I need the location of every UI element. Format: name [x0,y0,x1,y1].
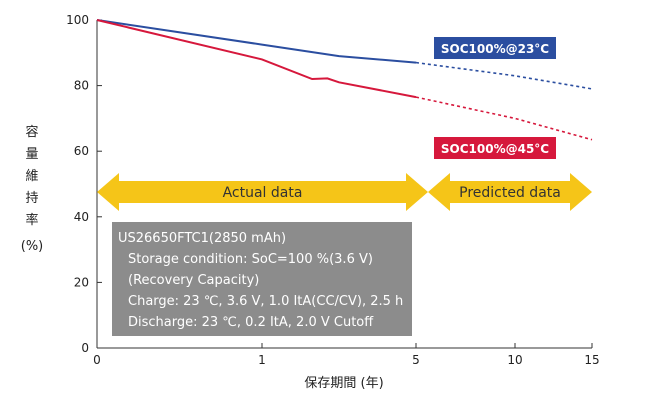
series-0-label-box [434,37,556,59]
series-0-label: SOC100%@23°C [441,42,549,56]
x-tick-label: 0 [93,353,101,367]
series-1-label: SOC100%@45°C [441,142,549,156]
y-tick-label: 60 [74,144,89,158]
series-1-predicted-line [415,96,593,141]
data-range-arrows: Actual data Predicted data [97,173,592,211]
series-1-actual-line [96,19,417,99]
series-labels: SOC100%@23°C SOC100%@45°C [434,37,556,159]
x-tick-label: 10 [507,353,522,367]
predicted-data-label: Predicted data [459,185,561,201]
series-1-label-box [434,137,556,159]
actual-data-label: Actual data [223,185,303,201]
y-axis-title-char: 率 [25,212,38,228]
y-axis-title-char: 量 [25,147,38,162]
info-box-background [112,222,412,336]
test-conditions-box: US26650FTC1(2850 mAh) Storage condition: … [112,222,412,336]
info-line: (Recovery Capacity) [128,273,259,288]
x-axis-title: 保存期間 (年) [304,376,383,391]
info-line: Storage condition: SoC=100 %(3.6 V) [128,252,373,267]
axes [96,20,592,349]
y-axis-title-char: 容 [25,124,38,140]
y-tick-label: 20 [74,275,89,289]
y-tick-label: 0 [81,341,89,355]
actual-data-arrow [97,173,428,211]
info-line: Discharge: 23 ℃, 0.2 ItA, 2.0 V Cutoff [128,315,374,330]
x-tick-label: 5 [412,353,420,367]
series-0-predicted-line [415,61,593,90]
y-tick-label: 100 [66,13,89,27]
y-tick-label: 40 [74,210,89,224]
predicted-data-arrow [428,173,592,211]
x-ticks: 0 1 5 10 15 [93,343,600,367]
y-axis-title-char: 維 [25,169,38,184]
info-line: US26650FTC1(2850 mAh) [118,231,286,246]
x-tick-label: 1 [258,353,266,367]
y-axis-unit: (%) [21,239,44,254]
x-tick-label: 15 [584,353,599,367]
y-tick-label: 80 [74,79,89,93]
series-0-actual-line [96,19,417,64]
y-ticks: 0 20 40 60 80 100 [66,13,102,355]
series-lines [96,19,593,141]
info-line: Charge: 23 ℃, 3.6 V, 1.0 ItA(CC/CV), 2.5… [128,294,403,309]
y-axis-title-char: 持 [25,191,38,206]
